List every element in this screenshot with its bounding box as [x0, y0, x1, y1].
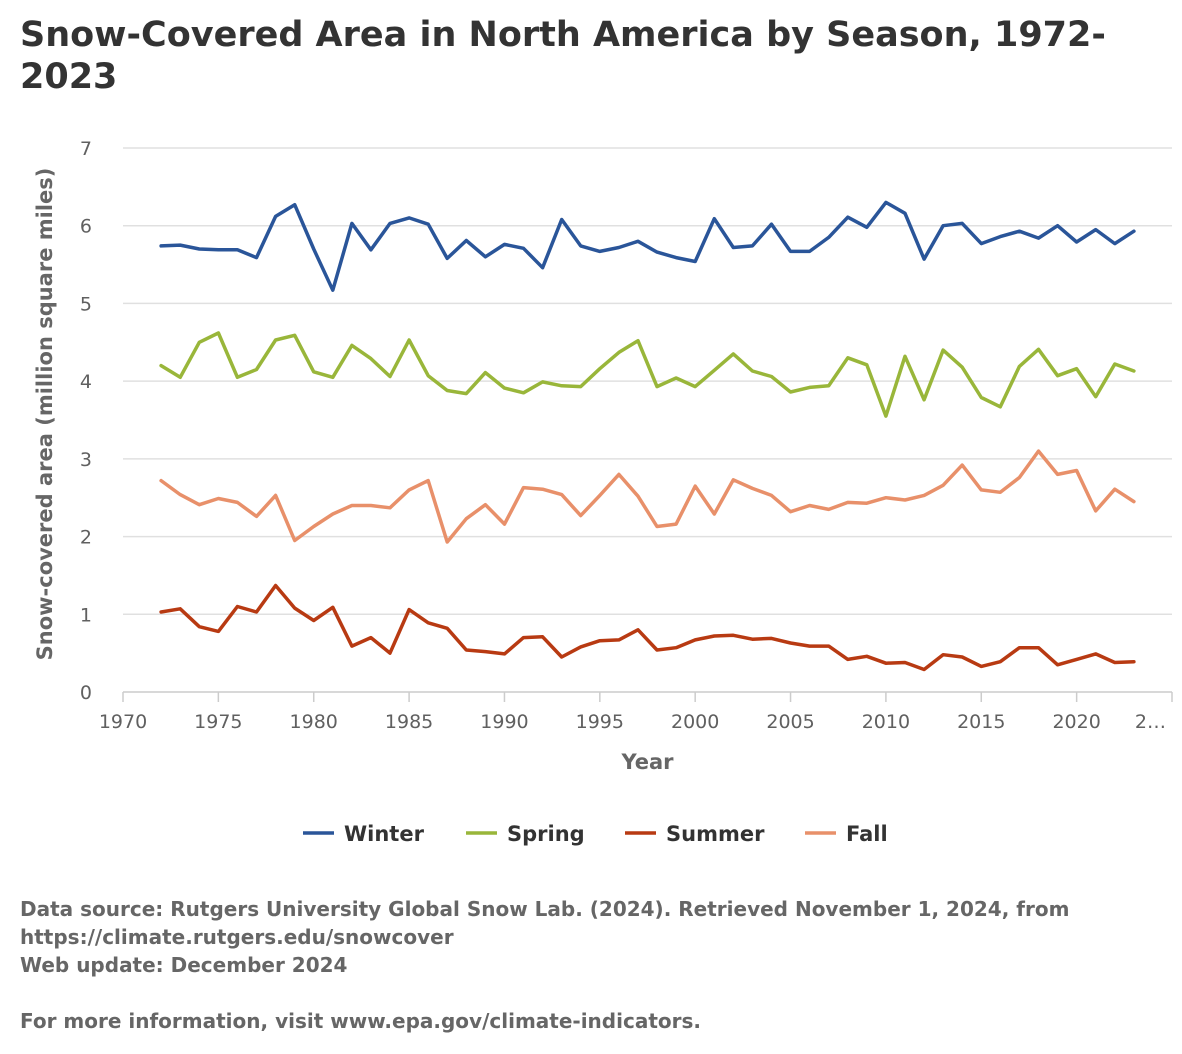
y-tick-label: 0 [80, 682, 92, 704]
x-tick-label: 1990 [480, 711, 528, 733]
x-tick-label: 1985 [385, 711, 433, 733]
chart-canvas: 0 1 2 3 4 5 6 7 1970 1975 1980 1985 1990 1995 2000 2005… [33, 138, 1173, 846]
y-tick-label: 1 [80, 604, 92, 626]
axes: 0 1 2 3 4 5 6 7 1970 1975 1980 1985 1990 1995 2000 2005… [80, 138, 1173, 733]
y-tick-label: 5 [80, 293, 92, 315]
x-tick-label: 2000 [671, 711, 719, 733]
data-source-note: Data source: Rutgers University Global S… [20, 897, 1070, 949]
series-lines [159, 200, 1136, 672]
y-tick-label: 7 [80, 138, 92, 160]
chart-footer: Data source: Rutgers University Global S… [20, 895, 1170, 1035]
y-tick-label: 4 [80, 371, 92, 393]
x-tick-label: 2010 [862, 711, 910, 733]
legend-item-spring[interactable]: Spring [507, 822, 585, 846]
x-tick-label: 1995 [576, 711, 624, 733]
series-line-spring[interactable] [159, 331, 1136, 418]
series-line-summer[interactable] [159, 583, 1136, 672]
legend: Winter Spring Summer Fall [303, 822, 888, 846]
x-tick-label: 2005 [766, 711, 814, 733]
legend-item-winter[interactable]: Winter [344, 822, 425, 846]
x-tick-label: 2015 [957, 711, 1005, 733]
grid-lines [123, 147, 1172, 616]
y-tick-label: 3 [80, 449, 92, 471]
legend-item-summer[interactable]: Summer [666, 822, 765, 846]
x-tick-label: 2… [1135, 711, 1166, 733]
x-tick-label: 1975 [194, 711, 242, 733]
y-tick-label: 6 [80, 216, 92, 238]
y-axis-title: Snow-covered area (million square miles) [33, 168, 57, 661]
web-update-note: Web update: December 2024 [20, 953, 348, 977]
x-tick-label: 2020 [1052, 711, 1100, 733]
more-info-note: For more information, visit www.epa.gov/… [20, 1009, 701, 1033]
chart-title: Snow-Covered Area in North America by Se… [20, 15, 1106, 97]
x-axis-title: Year [620, 750, 674, 774]
legend-item-fall[interactable]: Fall [846, 822, 888, 846]
series-line-fall[interactable] [159, 449, 1136, 544]
x-tick-label: 1980 [290, 711, 338, 733]
y-tick-label: 2 [80, 527, 92, 549]
series-line-winter[interactable] [159, 200, 1136, 292]
x-tick-label: 1970 [99, 711, 147, 733]
